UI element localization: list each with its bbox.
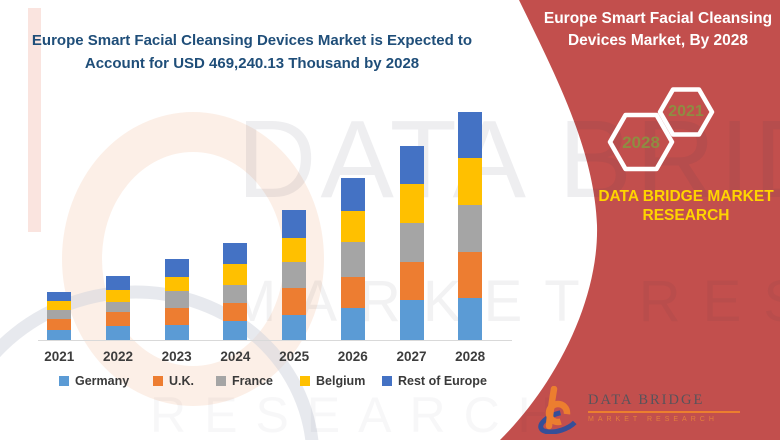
bar-segment-belgium-2026 xyxy=(340,211,365,243)
x-axis-label-2023: 2023 xyxy=(161,349,192,364)
bar-segment-france-2028 xyxy=(458,205,483,253)
bar-2022 xyxy=(106,275,130,340)
logo-wordmark: DATA BRIDGE xyxy=(588,392,705,408)
bar-2027 xyxy=(399,146,424,340)
legend-item-u-k-: U.K. xyxy=(153,374,194,388)
bar-segment-rest-of-europe-2024 xyxy=(223,243,248,265)
bar-segment-germany-2027 xyxy=(399,300,424,340)
legend-label: France xyxy=(232,374,273,388)
bar-segment-belgium-2027 xyxy=(399,184,424,224)
bar-segment-u-k--2023 xyxy=(164,308,189,325)
legend-label: U.K. xyxy=(169,374,194,388)
bar-segment-rest-of-europe-2028 xyxy=(458,112,483,158)
bar-segment-germany-2024 xyxy=(223,320,248,340)
logo-text-block: DATA BRIDGE MARKET RESEARCH xyxy=(588,386,740,434)
x-axis-label-2024: 2024 xyxy=(220,349,251,364)
chart-title-line2: Account for USD 469,240.13 Thousand by 2… xyxy=(84,55,420,72)
hexagon-badges-icon xyxy=(607,87,715,172)
legend-item-belgium: Belgium xyxy=(300,374,365,388)
bar-segment-u-k--2021 xyxy=(47,319,72,330)
brand-name-line2: RESEARCH xyxy=(642,207,730,224)
legend-swatch-icon xyxy=(300,376,310,386)
bar-2028 xyxy=(458,112,483,340)
x-axis-label-2021: 2021 xyxy=(44,349,75,364)
bar-segment-france-2027 xyxy=(399,223,424,262)
legend-item-rest-of-europe: Rest of Europe xyxy=(382,374,487,388)
legend-label: Rest of Europe xyxy=(398,374,487,388)
bar-segment-france-2026 xyxy=(340,242,365,278)
brand-name-text: DATA BRIDGE MARKET RESEARCH xyxy=(588,187,780,225)
bar-segment-belgium-2028 xyxy=(458,157,483,206)
bar-segment-france-2021 xyxy=(47,309,72,320)
bar-segment-rest-of-europe-2021 xyxy=(47,291,72,301)
x-axis-label-2022: 2022 xyxy=(102,349,134,364)
bar-2026 xyxy=(340,177,365,340)
bar-segment-rest-of-europe-2022 xyxy=(106,275,130,290)
bar-segment-u-k--2027 xyxy=(399,261,424,301)
bar-segment-rest-of-europe-2027 xyxy=(399,146,424,185)
hexagon-year-2021: 2021 xyxy=(668,103,704,120)
bar-segment-france-2023 xyxy=(164,290,189,309)
x-axis-label-2026: 2026 xyxy=(337,349,368,364)
stacked-bar-chart: 2021 2022 2023 2024 2025 2026 2027 2028 Germany U… xyxy=(38,112,512,388)
bar-segment-germany-2026 xyxy=(340,308,365,340)
bar-segment-france-2025 xyxy=(282,261,307,288)
legend-swatch-icon xyxy=(153,376,163,386)
logo-b-icon xyxy=(538,386,580,434)
legend-label: Belgium xyxy=(316,374,366,388)
x-axis-label-2025: 2025 xyxy=(279,349,310,364)
bar-segment-u-k--2028 xyxy=(458,252,483,299)
bar-segment-france-2024 xyxy=(223,284,248,304)
bar-segment-germany-2028 xyxy=(458,298,483,340)
legend-swatch-icon xyxy=(216,376,226,386)
hexagon-year-2028: 2028 xyxy=(622,133,660,152)
bar-segment-france-2022 xyxy=(106,301,130,312)
bar-segment-belgium-2024 xyxy=(223,264,248,285)
bar-2025 xyxy=(282,210,307,340)
bar-segment-rest-of-europe-2026 xyxy=(340,177,365,212)
bar-segment-u-k--2025 xyxy=(282,287,307,315)
chart-title-line1: Europe Smart Facial Cleansing Devices Ma… xyxy=(31,32,473,49)
bar-segment-u-k--2024 xyxy=(223,303,248,321)
bar-2021 xyxy=(47,291,72,340)
bar-segment-germany-2023 xyxy=(164,325,189,340)
bar-2024 xyxy=(223,243,248,340)
bar-segment-belgium-2023 xyxy=(164,276,189,291)
watermark-pink-strip xyxy=(28,8,41,232)
legend-swatch-icon xyxy=(59,376,69,386)
bar-segment-germany-2022 xyxy=(106,325,130,340)
data-bridge-logo: DATA BRIDGE MARKET RESEARCH xyxy=(538,386,740,434)
bar-segment-germany-2021 xyxy=(47,330,72,340)
legend-label: Germany xyxy=(75,374,130,388)
logo-tagline: MARKET RESEARCH xyxy=(588,416,718,423)
x-axis-label-2028: 2028 xyxy=(455,349,486,364)
bar-segment-belgium-2022 xyxy=(106,289,130,302)
bar-2023 xyxy=(164,259,189,340)
banner-heading: Europe Smart Facial Cleansing Devices Ma… xyxy=(543,10,773,49)
legend-item-germany: Germany xyxy=(59,374,129,388)
chart-title: Europe Smart Facial Cleansing Devices Ma… xyxy=(28,29,476,75)
bar-segment-u-k--2022 xyxy=(106,311,130,326)
brand-name-line1: DATA BRIDGE MARKET xyxy=(598,188,774,205)
legend-item-france: France xyxy=(216,374,273,388)
bar-segment-belgium-2021 xyxy=(47,300,72,310)
x-axis-label-2027: 2027 xyxy=(396,349,427,364)
x-axis-line xyxy=(38,340,512,341)
bar-segment-rest-of-europe-2025 xyxy=(282,210,307,239)
bar-segment-u-k--2026 xyxy=(340,277,365,309)
bar-segment-rest-of-europe-2023 xyxy=(164,259,189,277)
bar-segment-belgium-2025 xyxy=(282,238,307,262)
logo-underline xyxy=(588,411,740,413)
bar-segment-germany-2025 xyxy=(282,314,307,340)
legend-swatch-icon xyxy=(382,376,392,386)
